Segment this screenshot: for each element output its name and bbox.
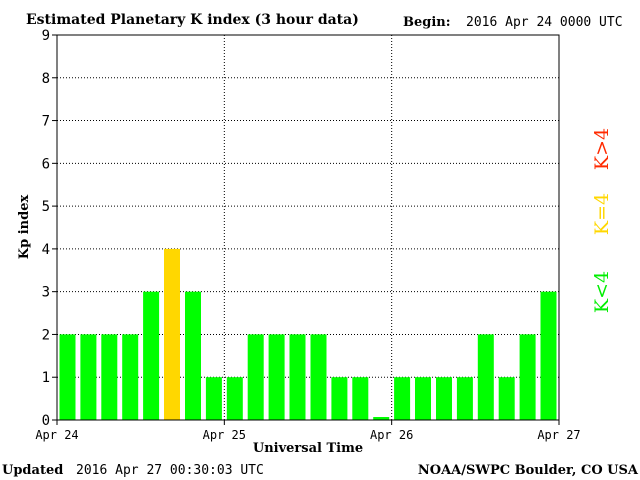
updated-label: Updated (2, 463, 63, 478)
kp-bar (59, 334, 76, 420)
kp-bar (519, 334, 536, 420)
x-axis-label: Universal Time (253, 441, 363, 456)
legend-k-above-4: K>4 (591, 128, 613, 170)
y-axis-ticks: 0 1 2 3 4 5 6 7 8 9 (42, 28, 57, 429)
updated-value: 2016 Apr 27 00:30:03 UTC (76, 463, 264, 478)
y-tick-label: 3 (42, 285, 50, 301)
kp-bar (540, 291, 557, 420)
y-tick-label: 9 (42, 28, 50, 44)
y-tick-label: 7 (42, 114, 50, 130)
kp-bar (268, 334, 285, 420)
kp-bar (122, 334, 139, 420)
kp-bar (143, 291, 160, 420)
y-tick-label: 5 (42, 199, 50, 215)
legend-k-below-4: K<4 (591, 271, 613, 313)
begin-value: 2016 Apr 24 0000 UTC (466, 15, 623, 30)
credit-text: NOAA/SWPC Boulder, CO USA (418, 463, 639, 478)
plot-frame (56, 34, 560, 421)
kp-bar (226, 377, 243, 420)
kp-bar (80, 334, 97, 420)
kp-bar (352, 377, 369, 420)
kp-bar (456, 377, 473, 420)
kp-bar (310, 334, 327, 420)
legend-k-equal-4: K=4 (591, 193, 613, 235)
y-tick-label: 8 (42, 71, 50, 87)
kp-bar (101, 334, 118, 420)
kp-bar (415, 377, 431, 420)
kp-bar (436, 377, 452, 420)
y-axis-label: Kp index (17, 195, 32, 260)
y-tick-label: 2 (42, 327, 50, 343)
x-tick-label: Apr 26 (370, 428, 413, 442)
kp-bar (373, 417, 390, 420)
begin-label: Begin: (403, 15, 451, 30)
kp-bar (477, 334, 494, 420)
bar-series (59, 248, 557, 420)
kp-bar (394, 377, 411, 420)
y-tick-label: 1 (42, 370, 50, 386)
y-tick-label: 4 (42, 242, 50, 258)
kp-bar (164, 248, 180, 420)
y-tick-label: 6 (42, 156, 50, 172)
kp-bar (289, 334, 306, 420)
kp-bar (205, 377, 222, 420)
grid-lines (57, 35, 559, 420)
x-tick-label: Apr 25 (203, 428, 246, 442)
y-tick-label: 0 (42, 413, 50, 429)
kp-bar (331, 377, 348, 420)
kp-bar (498, 377, 515, 420)
chart-title: Estimated Planetary K index (3 hour data… (26, 12, 359, 28)
x-tick-label: Apr 27 (537, 428, 580, 442)
x-tick-label: Apr 24 (35, 428, 78, 442)
kp-bar (247, 334, 264, 420)
x-axis-ticks: Apr 24 Apr 25 Apr 26 Apr 27 (35, 420, 581, 442)
kp-bar (185, 291, 201, 420)
